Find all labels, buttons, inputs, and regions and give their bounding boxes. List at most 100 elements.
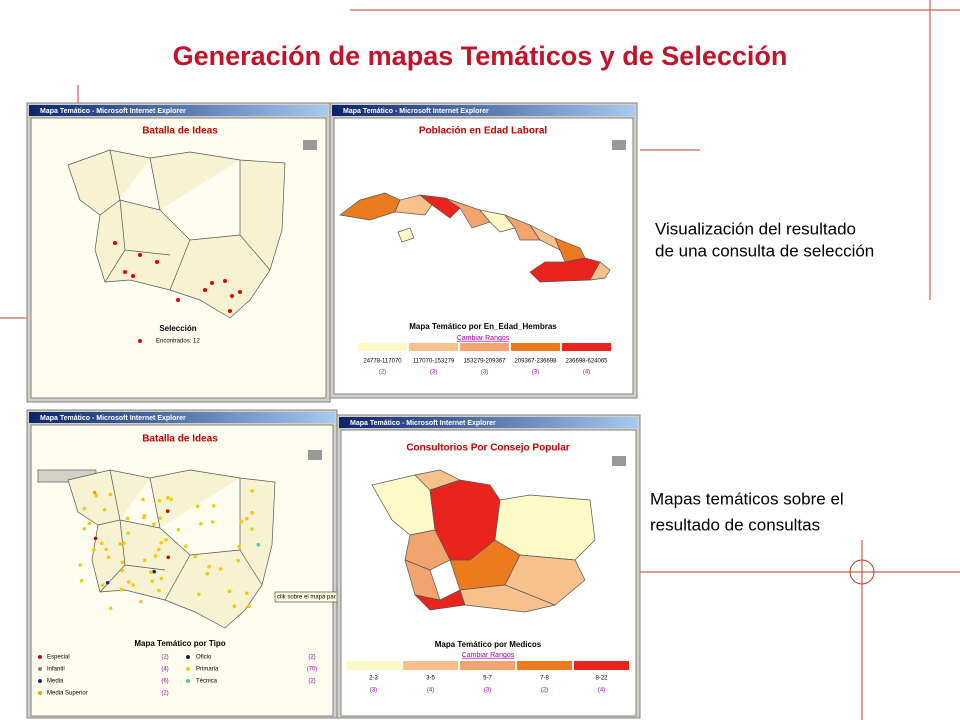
school-point: [82, 527, 87, 531]
map-title: Población en Edad Laboral: [419, 126, 548, 137]
range-swatch: [346, 661, 401, 670]
range-swatch: [517, 661, 572, 670]
school-points: [78, 489, 261, 611]
window-title: Mapa Temático - Microsoft Internet Explo…: [40, 415, 186, 422]
school-point: [164, 537, 168, 542]
range-swatch: [358, 343, 407, 351]
school-point: [99, 541, 104, 546]
caption: resultado de consultas: [650, 515, 820, 534]
range-count: (3): [430, 370, 437, 376]
school-point: [207, 564, 211, 569]
school-point: [87, 521, 92, 526]
map-title: Consultorios Por Consejo Popular: [406, 443, 569, 454]
range-count: (3): [484, 688, 491, 694]
legend-count: (6): [161, 679, 168, 685]
window: Mapa Temático - Microsoft Internet Explo…: [26, 409, 338, 719]
legend-dot: [186, 667, 190, 671]
legend-dot: [38, 667, 42, 671]
range-count: (4): [598, 688, 605, 694]
school-point: [157, 498, 162, 503]
school-point: [237, 544, 241, 549]
school-point: [250, 489, 254, 493]
school-point: [149, 570, 153, 575]
school-point: [142, 558, 147, 563]
legend-dot: [186, 679, 190, 683]
range-count: (4): [427, 688, 434, 694]
school-point: [122, 541, 126, 545]
window-title: Mapa Temático - Microsoft Internet Explo…: [343, 108, 489, 115]
tooltip: clik sobre el mapa par: [277, 595, 336, 601]
legend-title: Selección: [159, 324, 196, 333]
legend-dot: [38, 691, 42, 695]
school-point: [232, 604, 237, 609]
range-count: (2): [541, 688, 548, 694]
print-icon[interactable]: [612, 140, 626, 150]
range-count: (3): [481, 370, 488, 376]
school-point: [108, 606, 113, 611]
school-point: [105, 580, 110, 585]
legend-dot: [38, 655, 42, 659]
range-legend: 2-3 (3) 3-5 (4) 5-7 (3) 7-8 (2) 8-22 (4): [346, 661, 629, 694]
print-icon[interactable]: [612, 456, 626, 466]
school-point: [210, 520, 215, 524]
range-label: 117070-153279: [413, 359, 455, 365]
legend-name: Media: [47, 679, 64, 685]
range-label: 209367-236698: [514, 359, 557, 365]
window-title: Mapa Temático - Microsoft Internet Explo…: [40, 108, 186, 115]
range-count: (2): [379, 370, 386, 376]
school-point: [125, 516, 130, 521]
school-point: [91, 548, 96, 552]
school-point: [211, 504, 216, 508]
school-point: [142, 515, 146, 520]
caption: Visualización del resultado: [655, 219, 856, 238]
school-point: [79, 578, 84, 583]
school-point: [108, 492, 113, 497]
school-point: [197, 592, 201, 597]
school-point: [92, 490, 97, 495]
school-point: [139, 599, 143, 604]
school-point: [176, 527, 181, 532]
slide-title: Generación de mapas Temáticos y de Selec…: [173, 41, 788, 71]
school-point: [131, 583, 136, 587]
range-label: 153279-209367: [463, 359, 506, 365]
school-point: [256, 542, 261, 547]
school-point: [244, 516, 249, 521]
link[interactable]: Cambiar Rangos: [457, 335, 510, 342]
legend-name: Técnica: [196, 679, 218, 685]
school-point: [104, 547, 109, 552]
school-point: [205, 571, 210, 576]
school-point: [152, 522, 156, 526]
range-count: (4): [583, 370, 590, 376]
window: Mapa Temático - Microsoft Internet Explo…: [336, 414, 641, 719]
school-point: [195, 504, 200, 509]
range-label: 3-5: [426, 676, 435, 682]
school-point: [250, 510, 254, 515]
range-label: 5-7: [483, 676, 492, 682]
school-point: [236, 558, 240, 563]
window-title: Mapa Temático - Microsoft Internet Explo…: [350, 420, 496, 427]
legend-count: (2): [308, 679, 315, 685]
school-point: [166, 495, 170, 500]
legend-name: Oficio: [196, 655, 212, 661]
school-point: [193, 554, 198, 559]
school-point: [126, 580, 131, 584]
print-icon[interactable]: [308, 450, 322, 460]
type-legend: Especial (2) Infantil (4) Media (6) Media Supe…: [38, 655, 317, 697]
school-point: [82, 506, 87, 511]
range-swatch: [562, 343, 611, 351]
school-point: [250, 527, 254, 531]
school-point: [247, 604, 251, 609]
school-point: [94, 493, 99, 498]
window: Mapa Temático - Microsoft Internet Explo…: [26, 102, 331, 403]
link[interactable]: Cambiar Rangos: [462, 652, 515, 659]
legend-name: Primaria: [196, 667, 219, 673]
caption: Mapas temáticos sobre el: [650, 489, 844, 508]
school-point: [153, 554, 158, 558]
school-point: [100, 583, 105, 587]
print-icon[interactable]: [303, 140, 317, 150]
legend-dot: [38, 679, 42, 683]
range-count: (3): [532, 370, 539, 376]
legend-count: (70): [307, 667, 318, 673]
school-point: [166, 555, 171, 560]
school-point: [218, 567, 223, 571]
